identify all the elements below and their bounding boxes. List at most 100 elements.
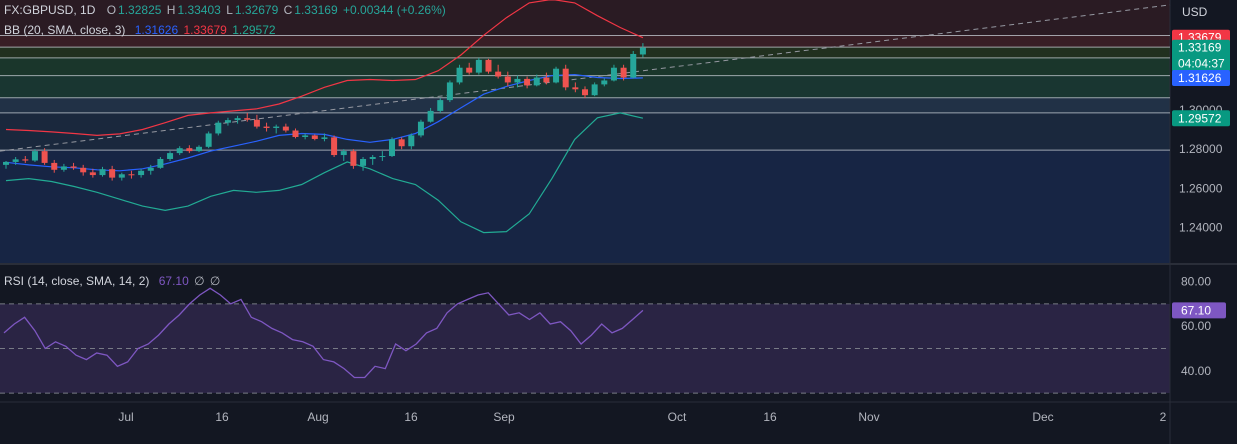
price-tag-basis bbox=[1172, 69, 1230, 86]
zone-band bbox=[0, 57, 1170, 76]
bb-name: BB (20, SMA, close, 3) bbox=[4, 23, 126, 37]
candle-down bbox=[109, 169, 116, 178]
price-tick-label: 1.28000 bbox=[1179, 142, 1223, 156]
candle-down bbox=[495, 71, 502, 77]
candle-up bbox=[176, 148, 183, 154]
candle-down bbox=[620, 67, 627, 78]
rsi-value: 67.10 bbox=[158, 274, 189, 288]
time-tick-label: Aug bbox=[307, 410, 328, 424]
candle-up bbox=[234, 118, 241, 121]
candle-up bbox=[302, 135, 309, 137]
candle-down bbox=[398, 139, 405, 147]
candle-up bbox=[514, 78, 521, 83]
candle-down bbox=[562, 68, 569, 88]
candle-up bbox=[60, 166, 67, 170]
candle-up bbox=[427, 110, 434, 122]
high-label: H bbox=[166, 3, 176, 17]
candle-down bbox=[572, 87, 579, 90]
candle-up bbox=[417, 121, 424, 136]
candle-down bbox=[311, 135, 318, 139]
candle-up bbox=[360, 158, 367, 166]
bb-legend[interactable]: BB (20, SMA, close, 3) 1.31626 1.33679 1… bbox=[4, 23, 278, 37]
candle-up bbox=[31, 151, 38, 161]
time-tick-label: 2 bbox=[1160, 410, 1167, 424]
candle-down bbox=[331, 137, 338, 156]
candle-down bbox=[485, 59, 492, 72]
zone-band bbox=[0, 47, 1170, 58]
price-legend: FX:GBPUSD, 1D O 1.32825 H 1.33403 L 1.32679… bbox=[4, 3, 448, 17]
candle-up bbox=[340, 151, 347, 156]
candle-up bbox=[630, 53, 637, 78]
rsi-legend[interactable]: RSI (14, close, SMA, 14, 2) 67.10 ∅ ∅ bbox=[4, 274, 222, 288]
candle-down bbox=[89, 172, 96, 176]
symbol-label[interactable]: FX:GBPUSD, 1D bbox=[4, 3, 96, 17]
change-value: +0.00344 (+0.26%) bbox=[343, 3, 446, 17]
candle-up bbox=[273, 126, 280, 128]
candle-up bbox=[389, 139, 395, 157]
currency-label: USD bbox=[1182, 5, 1208, 19]
candle-up bbox=[446, 82, 453, 101]
candle-up bbox=[601, 80, 608, 85]
time-tick-label: Dec bbox=[1032, 410, 1053, 424]
rsi-extra-1: ∅ bbox=[194, 274, 205, 288]
time-tick-label: 16 bbox=[215, 410, 229, 424]
candle-down bbox=[350, 151, 357, 166]
candle-down bbox=[128, 174, 135, 176]
time-tick-label: Nov bbox=[858, 410, 879, 424]
trend-line bbox=[0, 4, 1171, 152]
bb-lower-line bbox=[5, 112, 644, 234]
rsi-tick-label: 40.00 bbox=[1181, 364, 1211, 378]
rsi-value-tag bbox=[1172, 302, 1226, 319]
candle-down bbox=[41, 151, 48, 163]
price-tag-last-value: 1.33169 bbox=[1178, 41, 1222, 55]
candle-up bbox=[167, 153, 174, 159]
candle-up bbox=[408, 135, 415, 147]
candle-up bbox=[553, 68, 560, 83]
countdown-label: 04:04:37 bbox=[1178, 57, 1225, 71]
candle-up bbox=[321, 137, 328, 139]
candle-up bbox=[437, 100, 444, 111]
close-label: C bbox=[283, 3, 293, 17]
candle-down bbox=[582, 89, 588, 96]
candle-down bbox=[51, 162, 58, 170]
candle-down bbox=[282, 126, 289, 131]
bb-lower-value: 1.29572 bbox=[232, 23, 276, 37]
candle-up bbox=[610, 67, 617, 81]
candle-down bbox=[70, 166, 77, 168]
zone-band bbox=[0, 112, 1170, 151]
price-tick-label: 1.24000 bbox=[1179, 221, 1223, 235]
candle-up bbox=[475, 59, 482, 73]
candle-up bbox=[12, 159, 19, 162]
low-label: L bbox=[226, 3, 233, 17]
zone-band bbox=[0, 97, 1170, 113]
candle-down bbox=[253, 119, 260, 127]
open-value: 1.32825 bbox=[118, 3, 162, 17]
candle-up bbox=[138, 170, 145, 176]
candle-down bbox=[524, 78, 531, 86]
candle-up bbox=[147, 167, 154, 171]
candle-up bbox=[99, 169, 106, 176]
high-value: 1.33403 bbox=[177, 3, 221, 17]
zone-band bbox=[0, 35, 1170, 48]
candle-up bbox=[205, 133, 212, 147]
candle-down bbox=[22, 159, 29, 161]
candle-up bbox=[591, 84, 598, 96]
zone-band bbox=[0, 150, 1170, 263]
candle-up bbox=[215, 122, 222, 134]
open-label: O bbox=[106, 3, 117, 17]
price-tag-lower-value: 1.29572 bbox=[1178, 111, 1222, 125]
candle-down bbox=[292, 130, 299, 137]
time-tick-label: Jul bbox=[118, 410, 133, 424]
price-tag-basis-value: 1.31626 bbox=[1178, 71, 1222, 85]
close-value: 1.33169 bbox=[294, 3, 338, 17]
bb-basis-value: 1.31626 bbox=[134, 23, 179, 37]
rsi-tick-label: 60.00 bbox=[1181, 319, 1211, 333]
rsi-line bbox=[3, 287, 644, 379]
candle-down bbox=[466, 67, 473, 73]
candle-down bbox=[186, 148, 193, 152]
candle-up bbox=[456, 67, 463, 83]
bb-upper-value: 1.33679 bbox=[183, 23, 227, 37]
price-tag-last bbox=[1172, 39, 1230, 72]
candle-up bbox=[3, 161, 9, 165]
